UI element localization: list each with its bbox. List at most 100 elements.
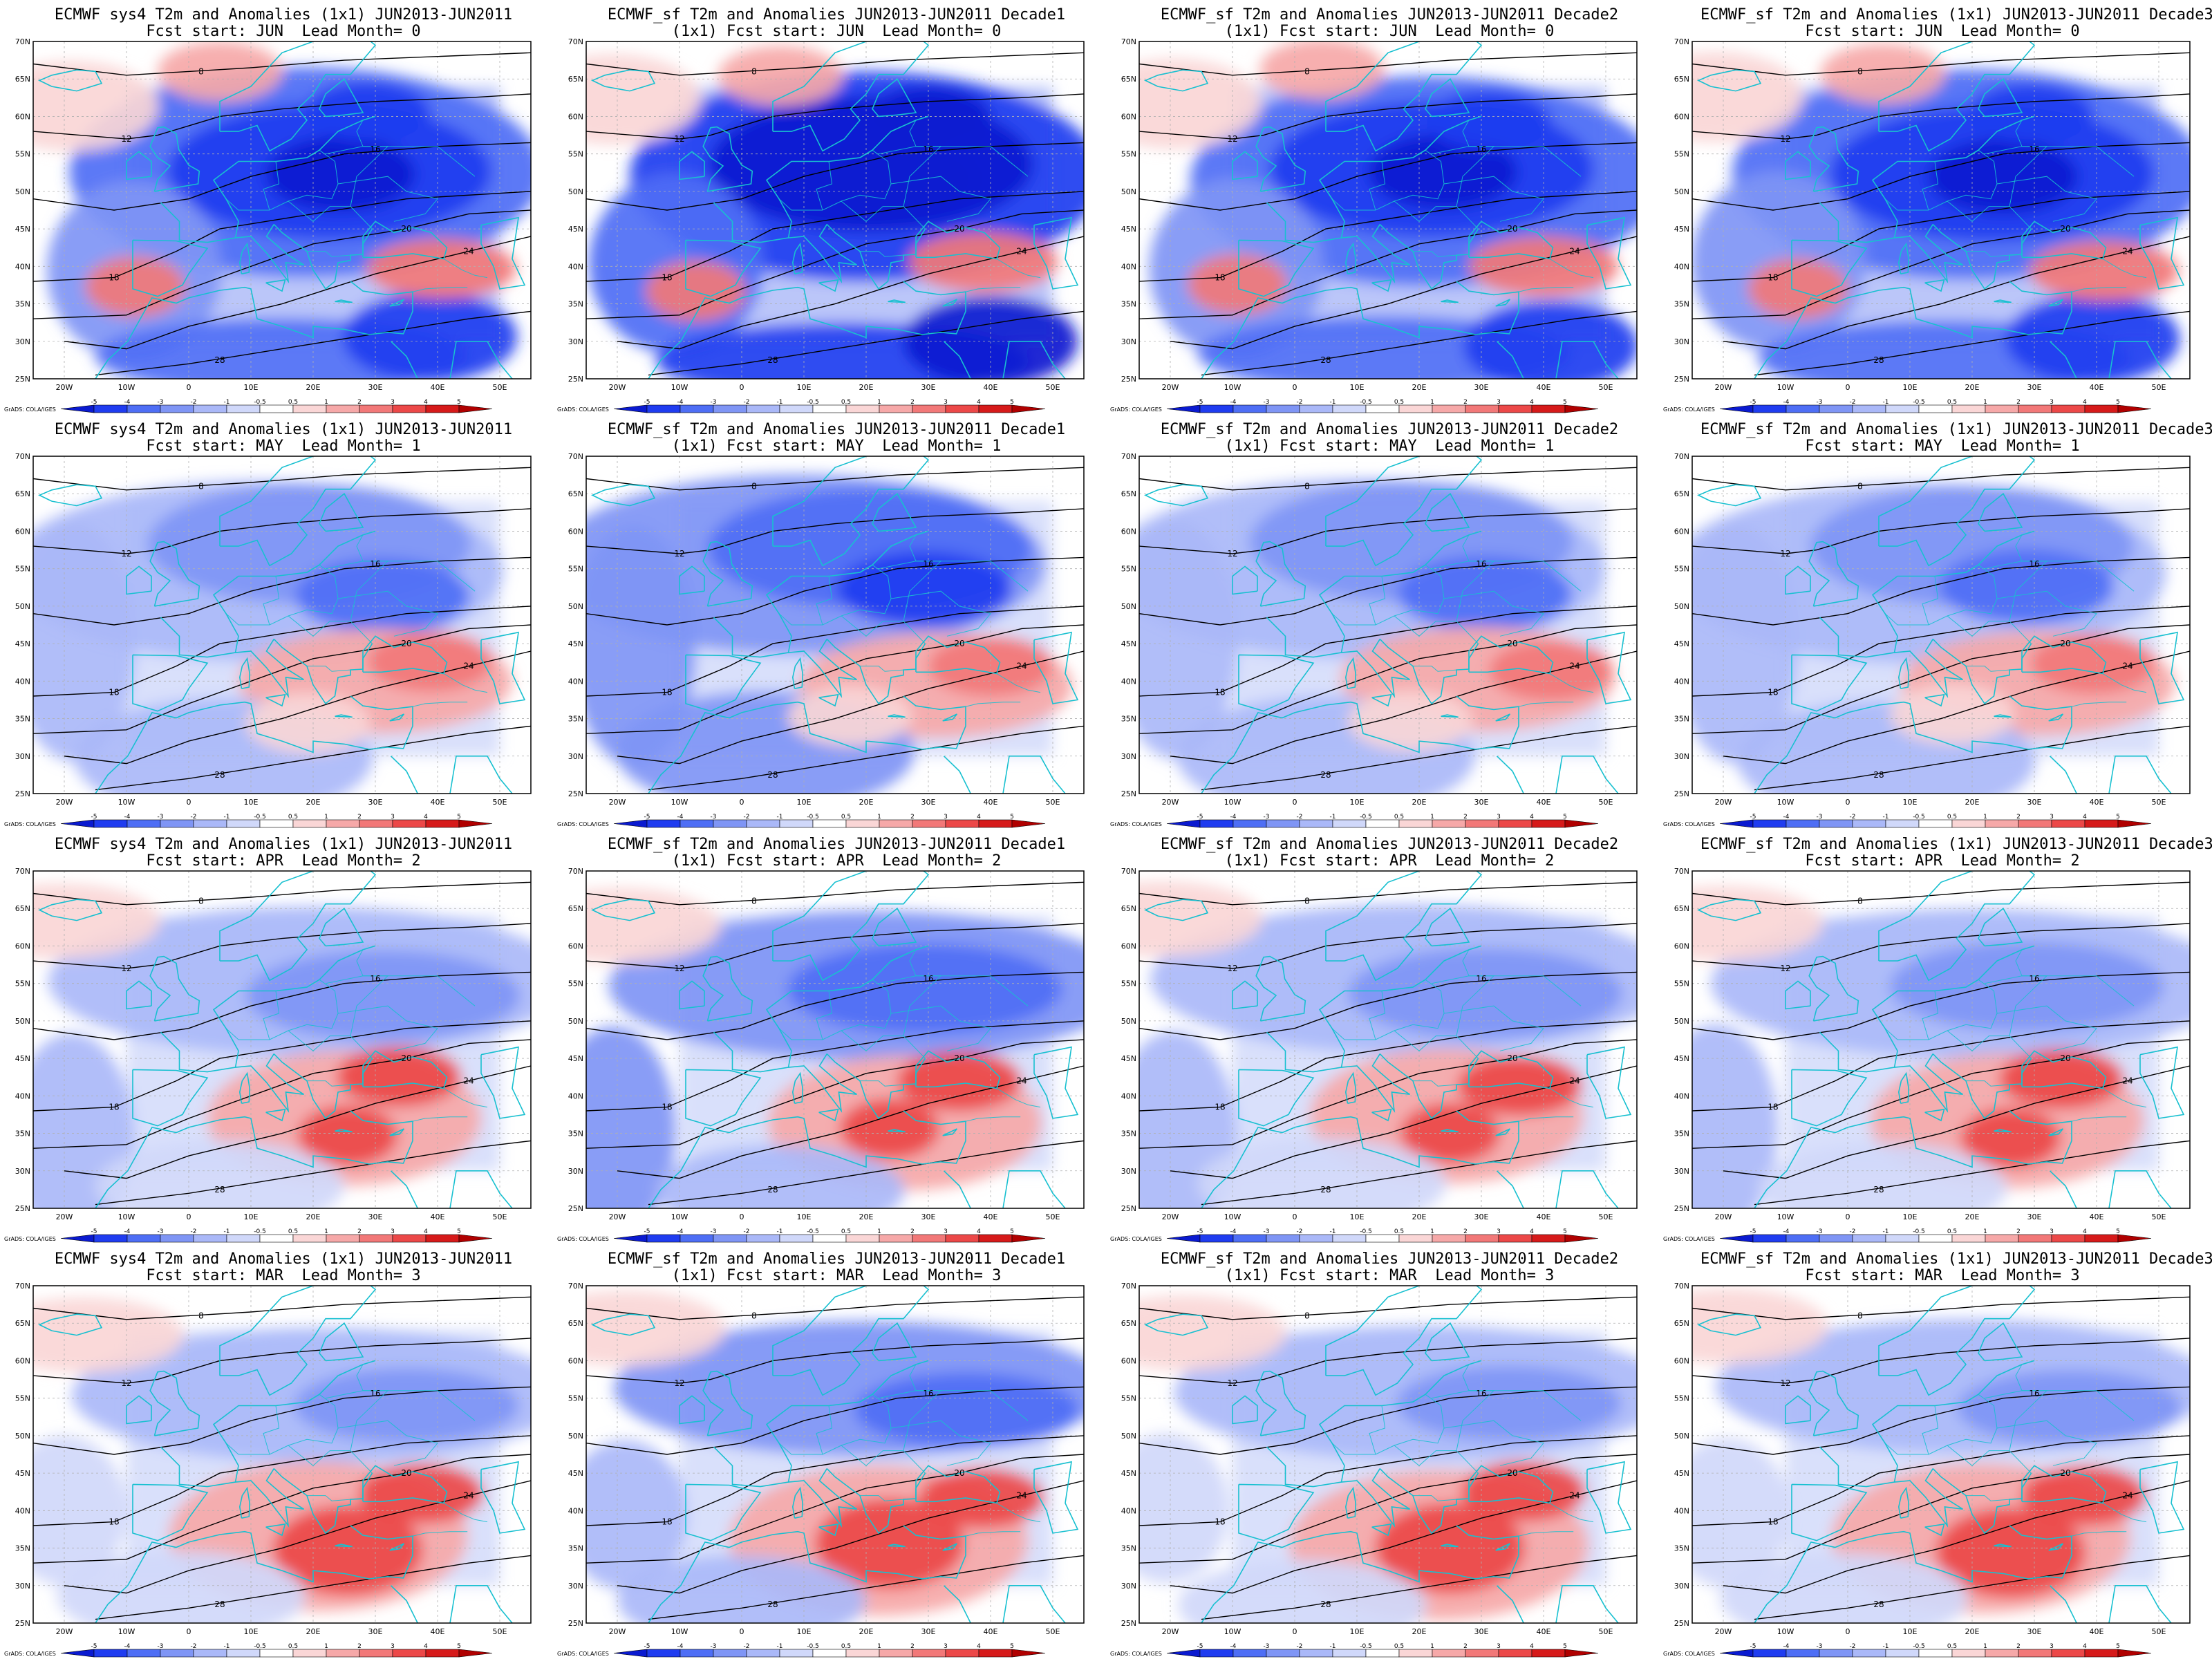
map-panel: ECMWF sys4 T2m and Anomalies (1x1) JUN20… (0, 1244, 553, 1659)
grads-credit: GrADS: COLA/IGES (4, 1651, 56, 1657)
contour-label: 20 (401, 1053, 411, 1063)
lat-label: 30N (1121, 1167, 1136, 1176)
grads-credit: GrADS: COLA/IGES (1663, 406, 1715, 413)
colorbar-label: 4 (977, 1643, 981, 1650)
colorbar-label: -2 (191, 1643, 197, 1650)
colorbar-label: -0.5 (807, 1228, 819, 1235)
contour-label: 24 (1016, 1076, 1027, 1086)
lat-label: 35N (1674, 1130, 1689, 1138)
lon-label: 10W (1224, 1627, 1241, 1636)
anomaly-map: 812161820242870N65N60N55N50N45N40N35N30N… (4, 452, 532, 828)
lon-label: 20W (1715, 1212, 1732, 1221)
lat-label: 60N (15, 112, 30, 121)
lat-label: 30N (15, 1167, 30, 1176)
lat-label: 70N (1674, 867, 1689, 876)
panel-title-line1: ECMWF_sf T2m and Anomalies (1x1) JUN2013… (1700, 421, 2212, 438)
lon-label: 0 (740, 798, 744, 807)
colorbar-label: 0.5 (288, 399, 298, 406)
lat-label: 30N (15, 752, 30, 761)
anomaly-map: 812161820242870N65N60N55N50N45N40N35N30N… (557, 867, 1085, 1243)
lon-label: 10W (671, 1627, 688, 1636)
contour-label: 12 (674, 549, 684, 559)
lat-label: 55N (1121, 150, 1136, 159)
lat-label: 50N (568, 602, 583, 611)
lat-label: 65N (1674, 75, 1689, 84)
colorbar (613, 1649, 1046, 1658)
colorbar-label: -1 (1330, 1228, 1336, 1235)
lat-label: 35N (1121, 300, 1136, 309)
colorbar-label: 5 (2116, 814, 2120, 821)
lon-label: 20E (859, 798, 874, 807)
map-panel: ECMWF_sf T2m and Anomalies JUN2013-JUN20… (1106, 0, 1659, 415)
lon-label: 50E (493, 383, 507, 392)
lon-label: 20E (306, 1627, 321, 1636)
lon-label: 10W (118, 1212, 135, 1221)
lon-label: 30E (921, 1212, 936, 1221)
colorbar-label: 1 (1983, 814, 1987, 821)
colorbar-label: -0.5 (1913, 399, 1925, 406)
anomaly-map: 812161820242870N65N60N55N50N45N40N35N30N… (4, 37, 532, 413)
grads-credit: GrADS: COLA/IGES (1663, 1651, 1715, 1657)
contour-label: 28 (1873, 1185, 1884, 1194)
lon-label: 10W (1224, 798, 1241, 807)
colorbar-label: 5 (457, 1643, 461, 1650)
colorbar-label: 3 (391, 814, 395, 821)
contour-label: 8 (751, 66, 757, 76)
contour-label: 16 (2029, 1389, 2039, 1398)
colorbar-label: -2 (191, 399, 197, 406)
lon-label: 50E (493, 798, 507, 807)
contour-label: 20 (954, 224, 964, 234)
anomaly-map: 812161820242870N65N60N55N50N45N40N35N30N… (1663, 867, 2191, 1243)
grads-credit: GrADS: COLA/IGES (4, 406, 56, 413)
lat-label: 70N (1121, 37, 1136, 46)
colorbar-label: -0.5 (1360, 1228, 1372, 1235)
lat-label: 65N (1121, 75, 1136, 84)
anomaly-map: 812161820242870N65N60N55N50N45N40N35N30N… (1663, 37, 2191, 413)
lat-label: 40N (1121, 1091, 1136, 1100)
lat-label: 60N (568, 527, 583, 536)
colorbar-label: -5 (91, 399, 97, 406)
lat-label: 45N (1674, 639, 1689, 648)
lat-label: 35N (15, 300, 30, 309)
panel-title-line1: ECMWF sys4 T2m and Anomalies (1x1) JUN20… (54, 836, 513, 853)
contour-label: 12 (121, 964, 131, 973)
lat-label: 70N (1674, 452, 1689, 461)
panel-title-line1: ECMWF_sf T2m and Anomalies JUN2013-JUN20… (1160, 421, 1619, 438)
colorbar (60, 1649, 493, 1658)
contour-label: 12 (1227, 964, 1237, 973)
lon-label: 0 (187, 383, 191, 392)
grads-credit: GrADS: COLA/IGES (1663, 1236, 1715, 1242)
colorbar (60, 404, 493, 413)
lat-label: 70N (568, 452, 583, 461)
lon-label: 50E (2152, 1627, 2166, 1636)
colorbar-label: 2 (357, 1228, 362, 1235)
panel-title-line2: Fcst start: MAY Lead Month= 1 (146, 438, 421, 455)
grads-credit: GrADS: COLA/IGES (1663, 821, 1715, 827)
colorbar-label: 4 (424, 1643, 428, 1650)
panel-title-line1: ECMWF_sf T2m and Anomalies JUN2013-JUN20… (1160, 6, 1619, 24)
lon-label: 40E (984, 1627, 998, 1636)
colorbar-label: -0.5 (1360, 1643, 1372, 1650)
panel-title: ECMWF_sf T2m and Anomalies JUN2013-JUN20… (1147, 1251, 1631, 1284)
colorbar-label: 2 (357, 1643, 362, 1650)
lon-label: 30E (921, 798, 936, 807)
lon-label: 50E (1599, 798, 1613, 807)
colorbar-label: -2 (1850, 399, 1856, 406)
contour-label: 12 (674, 1378, 684, 1388)
colorbar-label: 1 (324, 399, 328, 406)
lat-label: 50N (568, 187, 583, 196)
lon-label: 10E (1903, 1212, 1918, 1221)
lat-label: 55N (1121, 1394, 1136, 1403)
colorbar-label: 5 (1010, 1228, 1014, 1235)
lat-label: 25N (15, 789, 30, 798)
colorbar-label: 1 (877, 399, 881, 406)
contour-label: 24 (2122, 247, 2133, 256)
lon-label: 10E (1903, 1627, 1918, 1636)
lon-label: 10E (797, 798, 812, 807)
contour-label: 16 (370, 144, 380, 154)
grads-credit: GrADS: COLA/IGES (1110, 1236, 1162, 1242)
lat-label: 65N (1121, 489, 1136, 498)
contour-label: 8 (198, 66, 204, 76)
lat-label: 70N (1674, 37, 1689, 46)
colorbar-label: -0.5 (254, 814, 266, 821)
